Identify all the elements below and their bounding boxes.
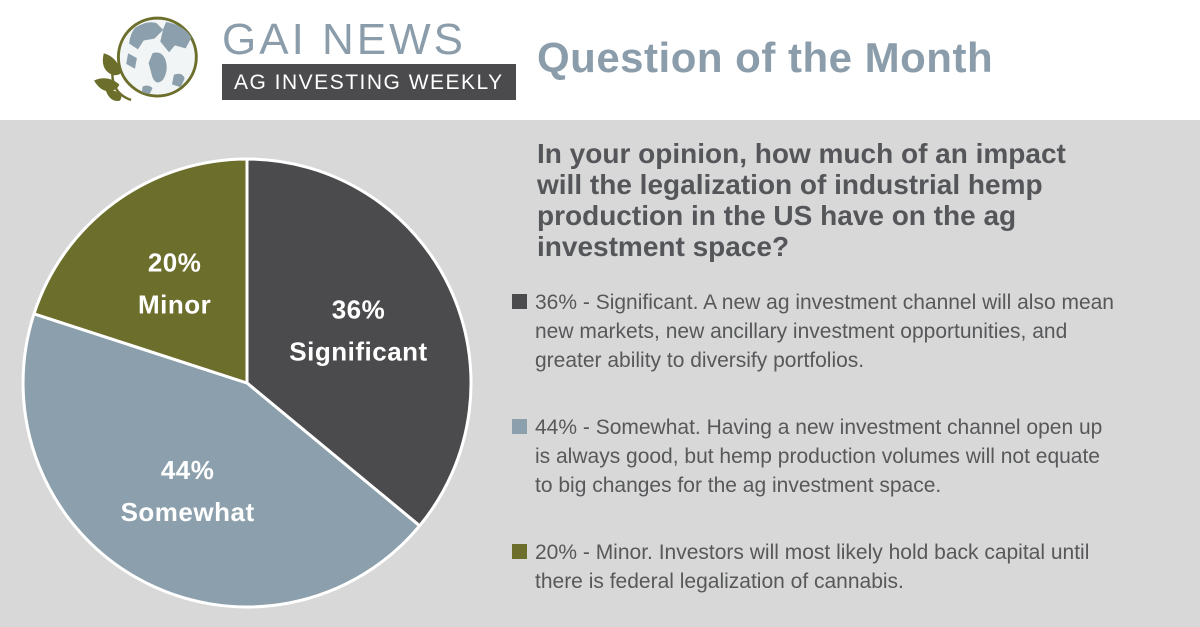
pie-label-significant: 36% Significant <box>289 295 427 367</box>
pie-label-minor: 20% Minor <box>138 247 211 319</box>
answer-text-minor: 20% - Minor. Investors will most likely … <box>535 541 1090 593</box>
legend-square-significant <box>512 294 527 309</box>
question-text: In your opinion, how much of an impact w… <box>537 138 1066 262</box>
globe-leaves-logo-icon <box>94 16 198 102</box>
pie-chart: 36% Significant 44% Somewhat 20% Minor <box>21 157 473 609</box>
answer-item-minor: 20% - Minor. Investors will most likely … <box>512 538 1167 596</box>
pie-slice-minor <box>32 157 249 385</box>
question-section: In your opinion, how much of an impact w… <box>512 138 1167 596</box>
page-title: Question of the Month <box>537 34 994 81</box>
pie-slice-somewhat <box>21 312 422 609</box>
pie-slice-significant <box>245 157 473 528</box>
answer-text-significant: 36% - Significant. A new ag investment c… <box>535 291 1114 372</box>
main-panel: 36% Significant 44% Somewhat 20% Minor In you… <box>0 120 1200 627</box>
legend-square-somewhat <box>512 419 527 434</box>
header: GAI NEWS AG INVESTING WEEKLY Question of… <box>0 0 1200 120</box>
logo-subtitle: AG INVESTING WEEKLY <box>222 64 516 100</box>
answer-item-significant: 36% - Significant. A new ag investment c… <box>512 288 1167 375</box>
logo: GAI NEWS AG INVESTING WEEKLY <box>222 17 516 100</box>
answer-text-somewhat: 44% - Somewhat. Having a new investment … <box>535 416 1103 497</box>
legend-square-minor <box>512 544 527 559</box>
pie-label-somewhat: 44% Somewhat <box>121 455 255 527</box>
logo-title: GAI NEWS <box>222 15 467 64</box>
answer-item-somewhat: 44% - Somewhat. Having a new investment … <box>512 413 1167 500</box>
